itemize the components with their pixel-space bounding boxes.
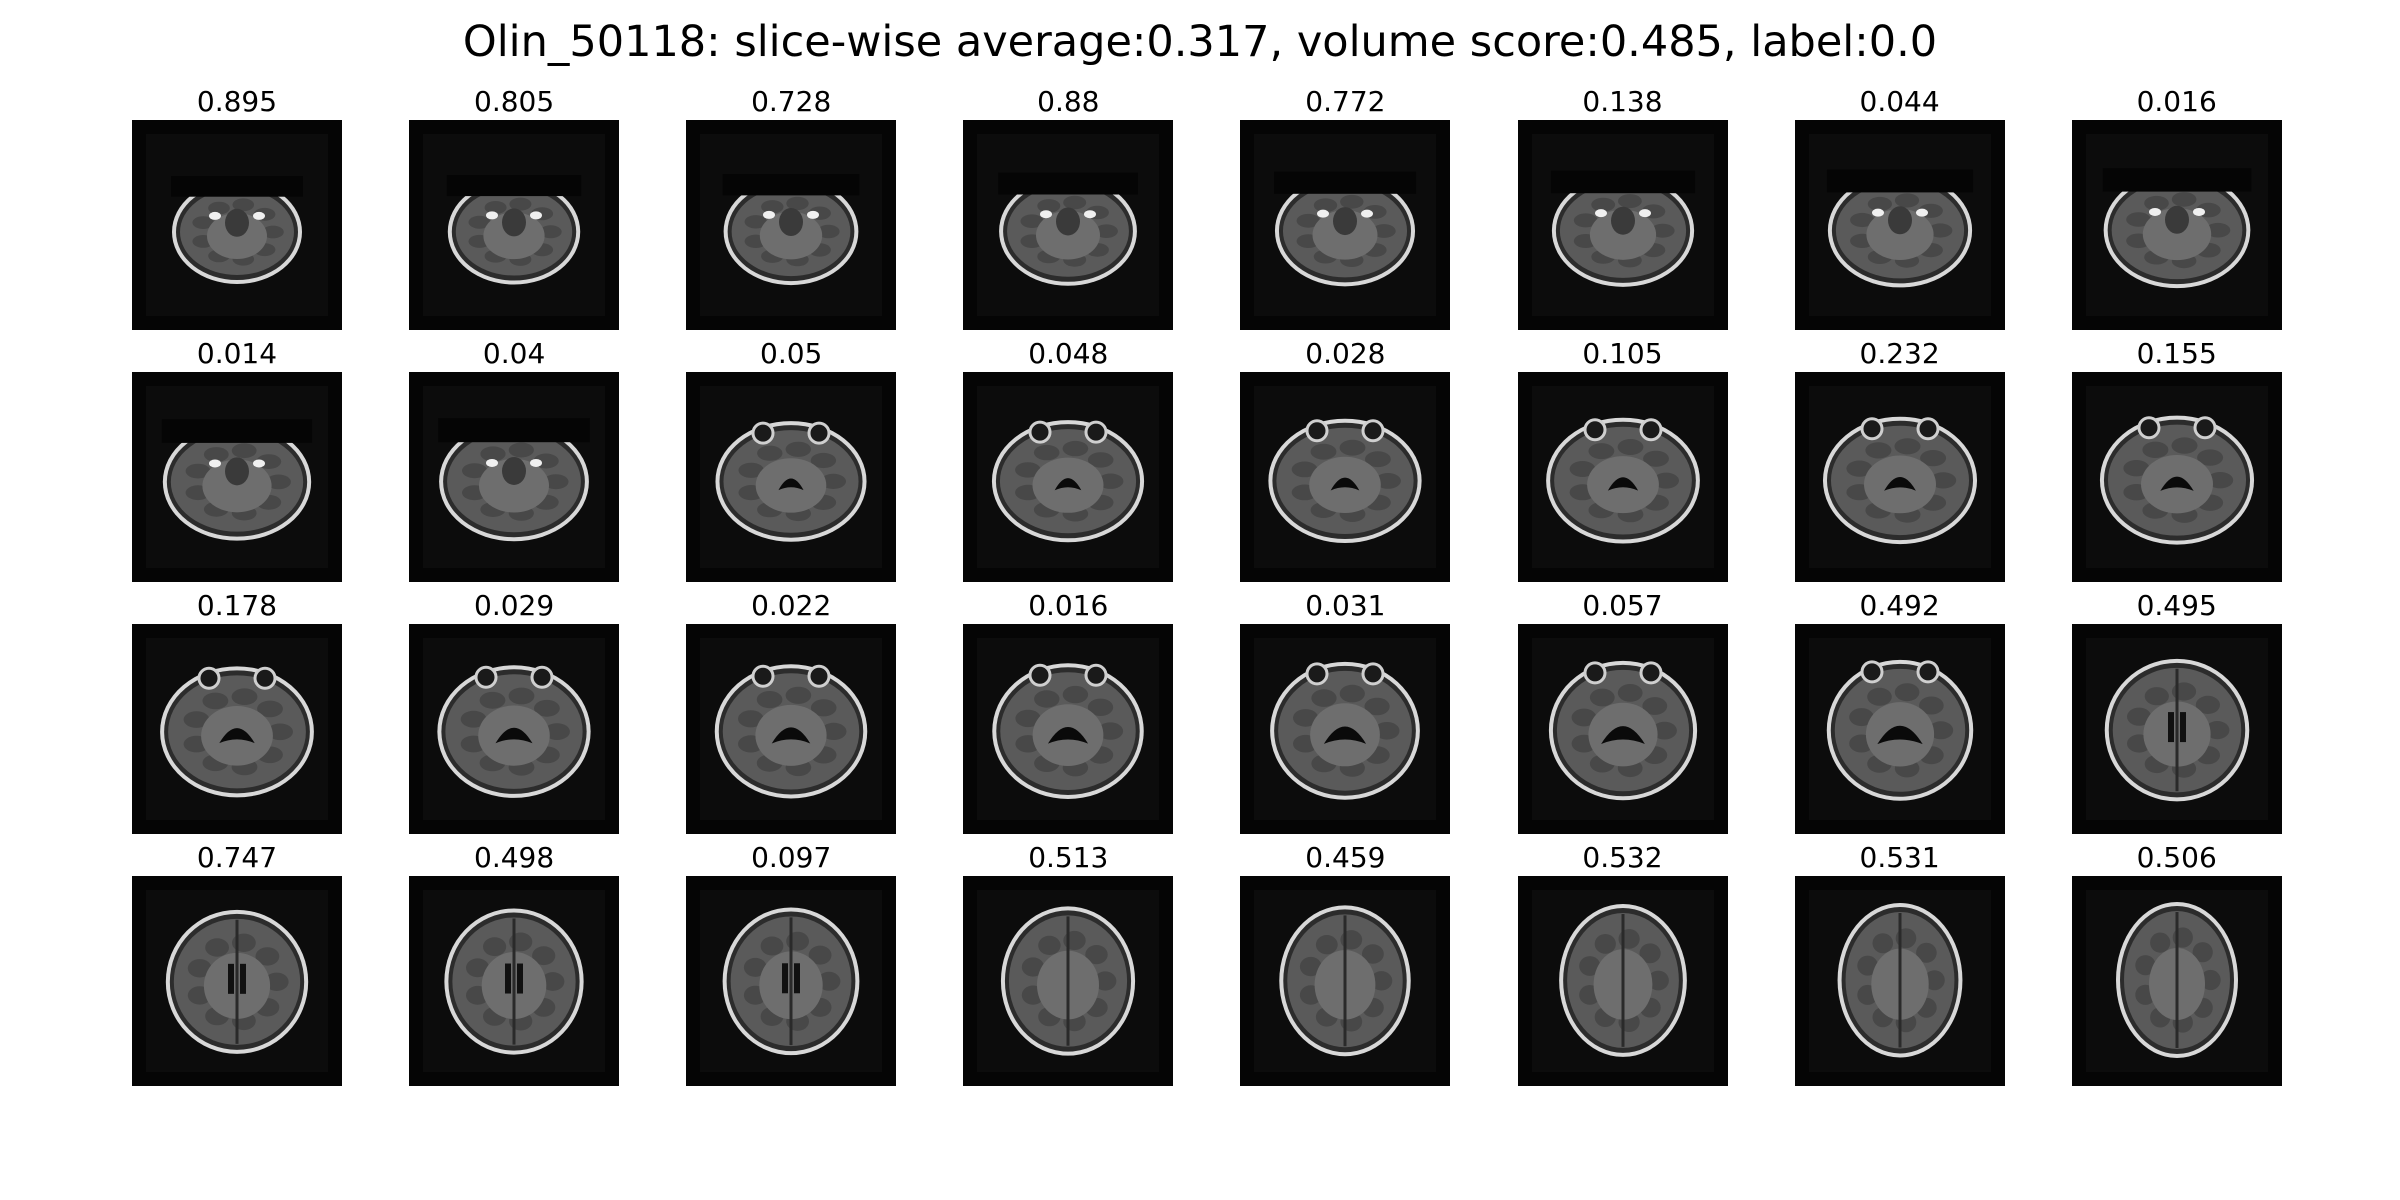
slice-cell: 0.029 — [409, 589, 620, 834]
slice-cell: 0.105 — [1517, 337, 1728, 582]
mri-slice-image — [132, 372, 342, 582]
mri-slice-image — [2071, 624, 2282, 834]
slice-cell: 0.495 — [2071, 589, 2282, 834]
slice-score-label: 0.105 — [1582, 337, 1663, 370]
slice-cell: 0.532 — [1517, 841, 1728, 1086]
slice-score-label: 0.178 — [196, 589, 278, 622]
slice-cell: 0.057 — [1517, 589, 1728, 834]
slice-score-label: 0.05 — [760, 337, 823, 370]
mri-slice-image — [963, 876, 1174, 1086]
slice-cell: 0.772 — [1240, 85, 1451, 330]
slice-cell: 0.805 — [409, 85, 620, 330]
mri-slice-image — [1517, 372, 1728, 582]
mri-slice-image — [1517, 624, 1728, 834]
slice-score-label: 0.04 — [482, 337, 546, 370]
mri-slice-image — [1240, 876, 1451, 1086]
slice-score-label: 0.016 — [1028, 589, 1109, 622]
slice-score-label: 0.772 — [1305, 85, 1386, 118]
slice-score-label: 0.531 — [1859, 841, 1940, 874]
mri-slice-image — [1240, 372, 1451, 582]
mri-slice-image — [2071, 372, 2282, 582]
slice-cell: 0.88 — [963, 85, 1174, 330]
slice-cell: 0.747 — [132, 842, 342, 1086]
slice-cell: 0.022 — [686, 589, 897, 834]
mri-slice-image — [2071, 876, 2282, 1086]
mri-slice-image — [1794, 624, 2005, 834]
slice-score-label: 0.044 — [1859, 85, 1940, 118]
mri-slice-image — [686, 120, 897, 330]
slice-score-label: 0.747 — [196, 841, 278, 874]
slice-cell: 0.498 — [409, 841, 620, 1086]
slice-cell: 0.728 — [686, 85, 897, 330]
mri-slice-image — [1794, 876, 2005, 1086]
slice-score-label: 0.016 — [2136, 85, 2217, 118]
mri-slice-image — [409, 876, 620, 1086]
slice-score-label: 0.155 — [2136, 337, 2217, 370]
slice-score-label: 0.031 — [1305, 589, 1386, 622]
mri-slice-image — [132, 120, 342, 330]
slice-score-label: 0.232 — [1859, 337, 1940, 370]
slice-cell: 0.028 — [1240, 337, 1451, 582]
mri-slice-image — [1794, 120, 2005, 330]
slice-score-label: 0.459 — [1305, 841, 1386, 874]
figure-title: Olin_50118: slice-wise average:0.317, vo… — [462, 17, 1938, 67]
slice-score-label: 0.532 — [1582, 841, 1663, 874]
mri-slice-image — [2071, 120, 2282, 330]
slice-cell: 0.492 — [1794, 589, 2005, 834]
slice-cell: 0.016 — [2071, 85, 2282, 330]
slice-score-label: 0.138 — [1582, 85, 1663, 118]
slice-cell: 0.048 — [963, 337, 1174, 582]
mri-slice-image — [1240, 120, 1451, 330]
mri-slice-image — [963, 624, 1174, 834]
mri-slice-image — [409, 120, 620, 330]
slice-score-label: 0.492 — [1859, 589, 1940, 622]
slice-cell: 0.459 — [1240, 841, 1451, 1086]
slice-score-label: 0.895 — [196, 85, 278, 118]
slice-cell: 0.04 — [409, 337, 620, 582]
mri-slice-image — [1794, 372, 2005, 582]
slice-cell: 0.531 — [1794, 841, 2005, 1086]
slice-cell: 0.016 — [963, 589, 1174, 834]
mri-slice-image — [409, 624, 620, 834]
slice-cell: 0.138 — [1517, 85, 1728, 330]
slice-score-label: 0.506 — [2136, 841, 2217, 874]
slice-cell: 0.014 — [132, 338, 342, 582]
mri-slice-image — [132, 624, 342, 834]
slice-score-label: 0.495 — [2136, 589, 2217, 622]
slice-score-label: 0.022 — [751, 589, 832, 622]
slice-score-label: 0.728 — [751, 85, 832, 118]
slice-cell: 0.05 — [686, 337, 897, 582]
slice-score-label: 0.513 — [1028, 841, 1109, 874]
slice-cell: 0.097 — [686, 841, 897, 1086]
slice-cell: 0.506 — [2071, 841, 2282, 1086]
slice-cell: 0.178 — [132, 590, 342, 834]
mri-slice-image — [1517, 120, 1728, 330]
slice-cell: 0.155 — [2071, 337, 2282, 582]
slice-cell: 0.895 — [132, 86, 342, 330]
mri-slice-image — [686, 624, 897, 834]
slice-cell: 0.044 — [1794, 85, 2005, 330]
mri-slice-image — [963, 120, 1174, 330]
slice-score-label: 0.097 — [751, 841, 832, 874]
slice-score-label: 0.028 — [1305, 337, 1386, 370]
slice-score-label: 0.498 — [474, 841, 555, 874]
mri-slice-image — [686, 372, 897, 582]
slice-score-label: 0.88 — [1037, 85, 1100, 118]
mri-slice-image — [409, 372, 620, 582]
mri-slice-image — [132, 876, 342, 1086]
slice-score-label: 0.057 — [1582, 589, 1663, 622]
mri-slice-image — [686, 876, 897, 1086]
slice-cell: 0.031 — [1240, 589, 1451, 834]
slice-score-label: 0.014 — [196, 337, 278, 370]
slice-score-label: 0.048 — [1028, 337, 1109, 370]
slice-score-label: 0.805 — [474, 85, 555, 118]
slice-cell: 0.513 — [963, 841, 1174, 1086]
mri-slice-image — [963, 372, 1174, 582]
mri-slice-image — [1240, 624, 1451, 834]
slice-cell: 0.232 — [1794, 337, 2005, 582]
mri-slice-image — [1517, 876, 1728, 1086]
slice-score-label: 0.029 — [474, 589, 555, 622]
